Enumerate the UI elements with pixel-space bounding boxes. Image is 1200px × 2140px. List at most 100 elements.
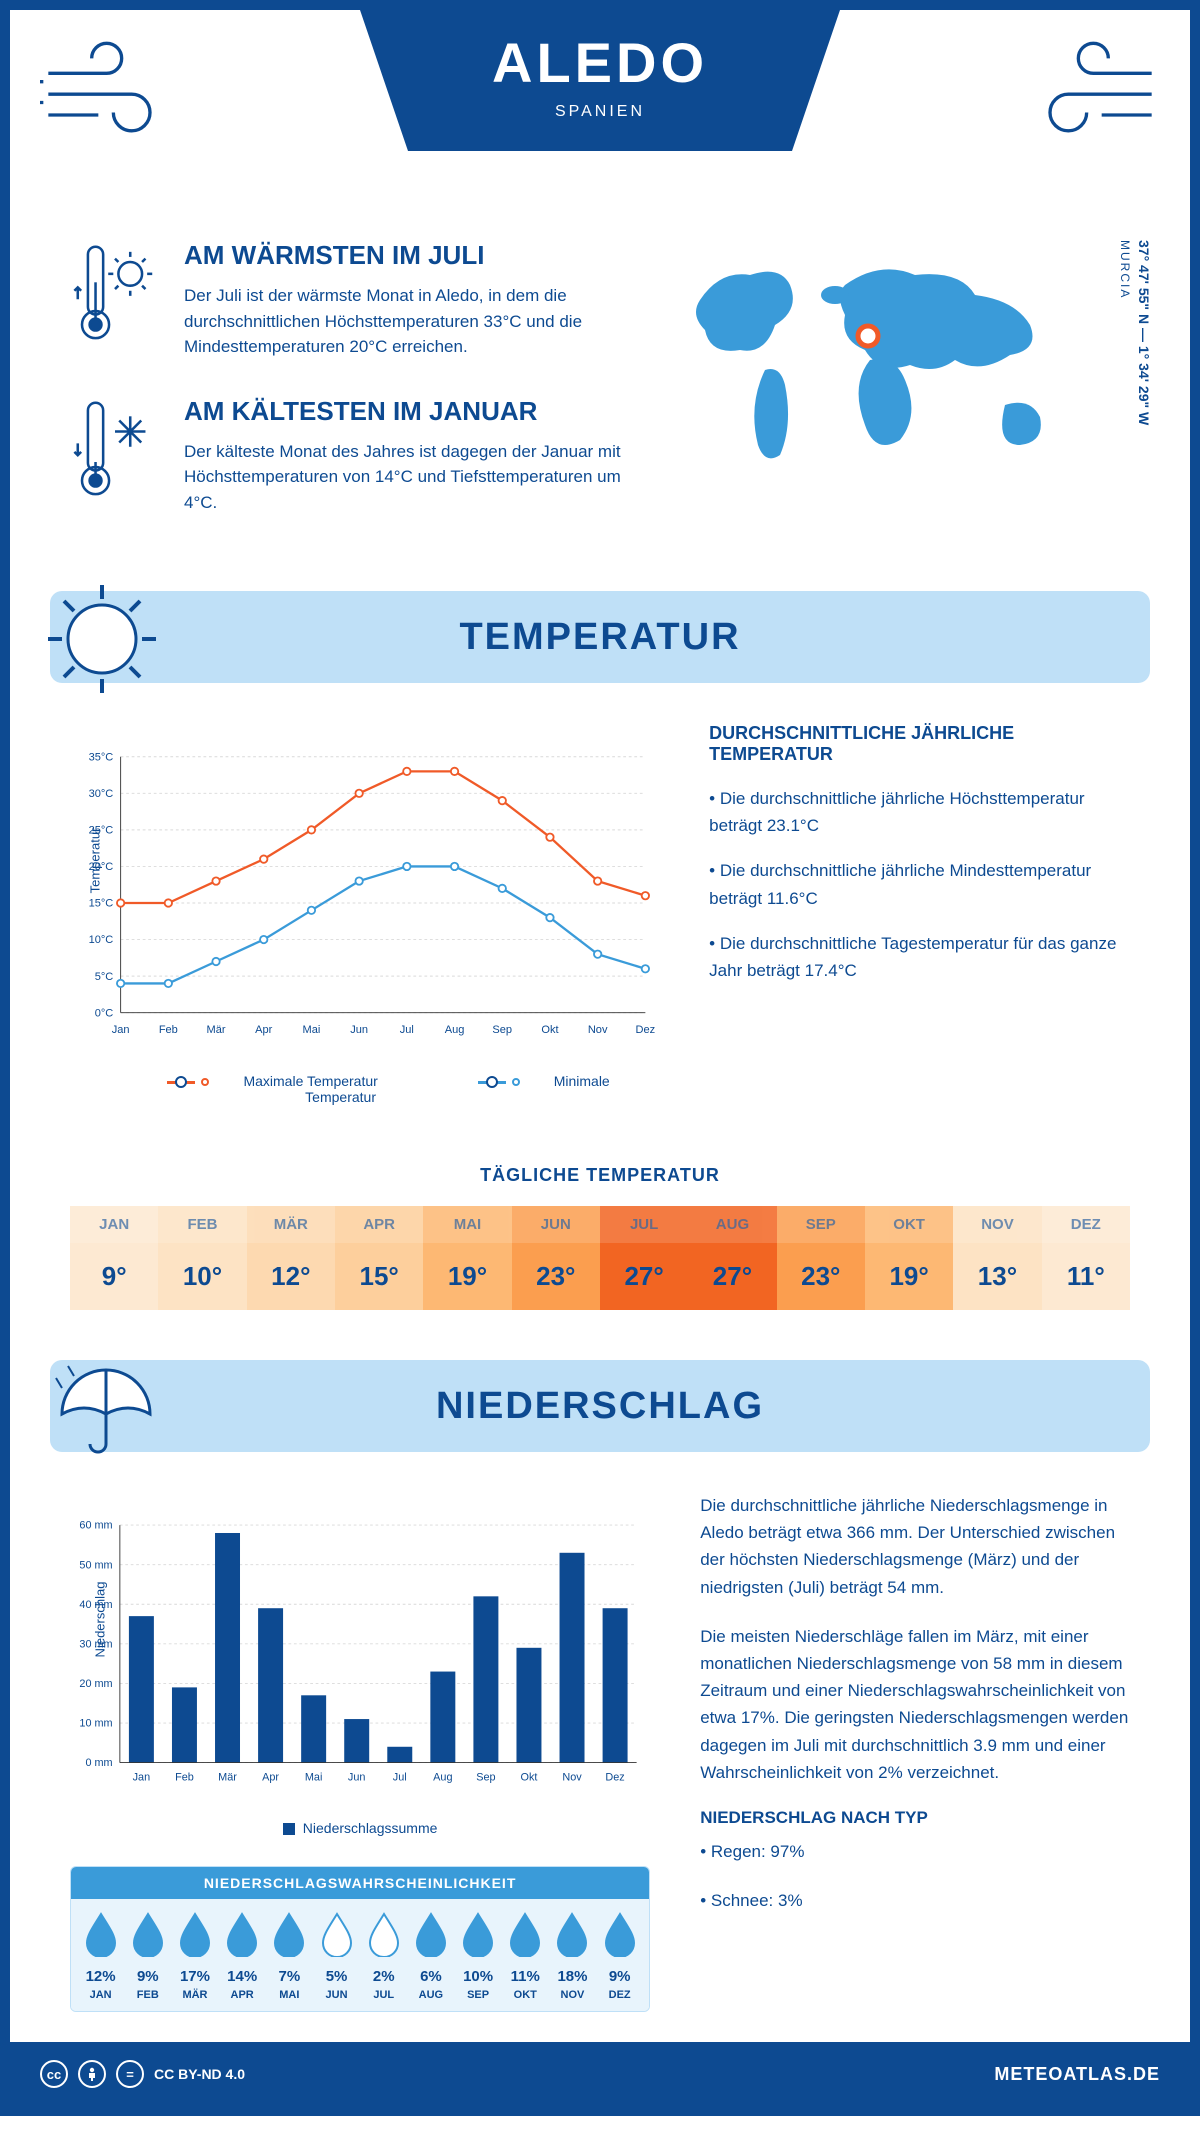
daily-cell: APR15°: [335, 1206, 423, 1310]
prob-cell: 18%NOV: [549, 1911, 596, 2001]
warm-text: Der Juli ist der wärmste Monat in Aledo,…: [184, 283, 630, 360]
svg-text:10°C: 10°C: [89, 934, 114, 946]
precip-bar-chart: Niederschlag 0 mm10 mm20 mm30 mm40 mm50 …: [70, 1492, 650, 2012]
region-label: MURCIA: [1118, 240, 1132, 299]
umbrella-icon: [42, 1348, 162, 1468]
wind-icon: [40, 40, 190, 145]
svg-text:Jul: Jul: [393, 1772, 407, 1784]
raindrop-icon: [360, 1911, 407, 1962]
daily-temp-grid: JAN9°FEB10°MÄR12°APR15°MAI19°JUN23°JUL27…: [70, 1206, 1130, 1310]
svg-text:0°C: 0°C: [95, 1007, 114, 1019]
svg-text:Jan: Jan: [112, 1024, 130, 1036]
svg-text:0 mm: 0 mm: [85, 1757, 112, 1769]
city-title: ALEDO: [360, 30, 840, 95]
svg-text:Aug: Aug: [445, 1024, 465, 1036]
daily-cell: MAI19°: [423, 1206, 511, 1310]
site-name: METEOATLAS.DE: [994, 2064, 1160, 2085]
prob-cell: 5%JUN: [313, 1911, 360, 2001]
thermometer-sun-icon: [70, 240, 160, 360]
warm-blurb: AM WÄRMSTEN IM JULI Der Juli ist der wär…: [70, 240, 630, 360]
sun-icon: [42, 579, 162, 699]
daily-temp-title: TÄGLICHE TEMPERATUR: [10, 1165, 1190, 1186]
intro-row: AM WÄRMSTEN IM JULI Der Juli ist der wär…: [10, 210, 1190, 591]
warm-title: AM WÄRMSTEN IM JULI: [184, 240, 630, 271]
temp-heading: TEMPERATUR: [50, 616, 1150, 659]
nd-icon: =: [116, 2060, 144, 2088]
precip-section-bar: NIEDERSCHLAG: [50, 1360, 1150, 1452]
temp-summary: DURCHSCHNITTLICHE JÄHRLICHE TEMPERATUR •…: [709, 723, 1130, 1105]
cold-text: Der kälteste Monat des Jahres ist dagege…: [184, 439, 630, 516]
svg-text:35°C: 35°C: [89, 751, 114, 763]
thermometer-snow-icon: [70, 396, 160, 516]
raindrop-icon: [77, 1911, 124, 1962]
svg-text:10 mm: 10 mm: [79, 1718, 112, 1730]
svg-text:Jul: Jul: [400, 1024, 414, 1036]
svg-text:Nov: Nov: [562, 1772, 582, 1784]
prob-cell: 10%SEP: [455, 1911, 502, 2001]
by-icon: [78, 2060, 106, 2088]
precip-ylabel: Niederschlag: [92, 1582, 107, 1658]
svg-text:Sep: Sep: [476, 1772, 495, 1784]
raindrop-icon: [455, 1911, 502, 1962]
precip-probability-box: NIEDERSCHLAGSWAHRSCHEINLICHKEIT 12%JAN 9%…: [70, 1866, 650, 2012]
prob-cell: 17%MÄR: [171, 1911, 218, 2001]
svg-text:Jun: Jun: [350, 1024, 368, 1036]
prob-cell: 11%OKT: [502, 1911, 549, 2001]
svg-text:Aug: Aug: [433, 1772, 452, 1784]
wind-icon: [1010, 40, 1160, 145]
svg-text:Jan: Jan: [133, 1772, 151, 1784]
precip-heading: NIEDERSCHLAG: [50, 1385, 1150, 1428]
precip-legend: Niederschlagssumme: [70, 1820, 650, 1836]
temp-ylabel: Temperatur: [87, 828, 102, 894]
svg-text:Okt: Okt: [541, 1024, 558, 1036]
raindrop-icon: [171, 1911, 218, 1962]
raindrop-icon: [266, 1911, 313, 1962]
precip-type-title: NIEDERSCHLAG NACH TYP: [700, 1808, 1130, 1828]
temp-text-title: DURCHSCHNITTLICHE JÄHRLICHE TEMPERATUR: [709, 723, 1130, 765]
daily-cell: OKT19°: [865, 1206, 953, 1310]
svg-text:50 mm: 50 mm: [79, 1559, 112, 1571]
svg-text:15°C: 15°C: [89, 898, 114, 910]
temp-section-bar: TEMPERATUR: [50, 591, 1150, 683]
raindrop-icon: [596, 1911, 643, 1962]
footer: cc = CC BY-ND 4.0 METEOATLAS.DE: [10, 2042, 1190, 2106]
raindrop-icon: [219, 1911, 266, 1962]
daily-cell: SEP23°: [777, 1206, 865, 1310]
daily-cell: DEZ11°: [1042, 1206, 1130, 1310]
country-label: SPANIEN: [360, 103, 840, 121]
svg-text:5°C: 5°C: [95, 971, 114, 983]
raindrop-icon: [313, 1911, 360, 1962]
prob-cell: 2%JUL: [360, 1911, 407, 2001]
daily-cell: JUL27°: [600, 1206, 688, 1310]
svg-text:Feb: Feb: [159, 1024, 178, 1036]
svg-text:Mai: Mai: [303, 1024, 321, 1036]
svg-text:Dez: Dez: [605, 1772, 624, 1784]
svg-text:Apr: Apr: [262, 1772, 279, 1784]
raindrop-icon: [124, 1911, 171, 1962]
raindrop-icon: [407, 1911, 454, 1962]
prob-cell: 14%APR: [219, 1911, 266, 2001]
prob-cell: 7%MAI: [266, 1911, 313, 2001]
prob-cell: 12%JAN: [77, 1911, 124, 2001]
daily-cell: JUN23°: [512, 1206, 600, 1310]
svg-text:Okt: Okt: [521, 1772, 538, 1784]
daily-cell: FEB10°: [158, 1206, 246, 1310]
coords-label: 37° 47' 55" N — 1° 34' 29" W: [1136, 240, 1152, 425]
raindrop-icon: [502, 1911, 549, 1962]
prob-cell: 9%DEZ: [596, 1911, 643, 2001]
title-banner: ALEDO SPANIEN: [360, 10, 840, 151]
prob-cell: 6%AUG: [407, 1911, 454, 2001]
svg-text:Apr: Apr: [255, 1024, 272, 1036]
daily-cell: AUG27°: [688, 1206, 776, 1310]
raindrop-icon: [549, 1911, 596, 1962]
world-map: MURCIA 37° 47' 55" N — 1° 34' 29" W: [670, 240, 1130, 551]
infographic: ALEDO SPANIEN AM WÄRMSTEN IM JULI Der Ju…: [0, 0, 1200, 2116]
svg-text:Dez: Dez: [636, 1024, 656, 1036]
svg-text:Mai: Mai: [305, 1772, 323, 1784]
precip-summary: Die durchschnittliche jährliche Niedersc…: [700, 1492, 1130, 2012]
svg-text:Mär: Mär: [218, 1772, 237, 1784]
cold-blurb: AM KÄLTESTEN IM JANUAR Der kälteste Mona…: [70, 396, 630, 516]
temp-line-chart: Temperatur 0°C5°C10°C15°C20°C25°C30°C35°…: [70, 723, 659, 1105]
svg-text:Feb: Feb: [175, 1772, 194, 1784]
prob-title: NIEDERSCHLAGSWAHRSCHEINLICHKEIT: [71, 1867, 649, 1899]
